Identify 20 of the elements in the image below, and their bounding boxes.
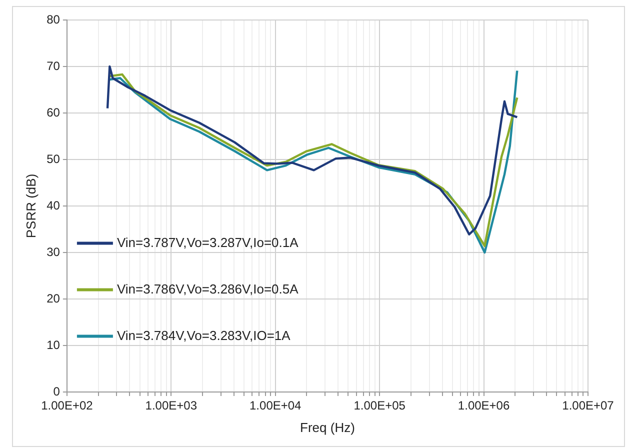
y-tick-label: 80	[46, 12, 60, 26]
legend-label: Vin=3.786V,Vo=3.286V,Io=0.5A	[116, 281, 299, 296]
x-tick-label: 1.00E+06	[458, 398, 510, 413]
legend-label: Vin=3.784V,Vo=3.283V,IO=1A	[116, 328, 291, 343]
y-tick-label: 30	[46, 244, 60, 259]
x-axis-title: Freq (Hz)	[300, 420, 355, 435]
y-tick-label: 0	[53, 384, 60, 398]
legend-label: Vin=3.787V,Vo=3.287V,Io=0.1A	[116, 234, 299, 250]
y-tick-label: 20	[46, 291, 60, 306]
x-tick-label: 1.00E+03	[145, 398, 198, 413]
y-tick-label: 10	[46, 338, 60, 352]
x-tick-label: 1.00E+04	[250, 398, 302, 413]
x-tick-label: 1.00E+07	[562, 398, 614, 413]
y-axis-title: PSRR (dB)	[23, 174, 38, 238]
y-tick-label: 40	[46, 198, 60, 212]
x-tick-label: 1.00E+02	[41, 398, 94, 413]
y-tick-label: 60	[46, 105, 60, 120]
y-tick-label: 50	[46, 152, 60, 166]
x-tick-label: 1.00E+05	[354, 398, 406, 413]
y-tick-label: 70	[46, 58, 60, 73]
